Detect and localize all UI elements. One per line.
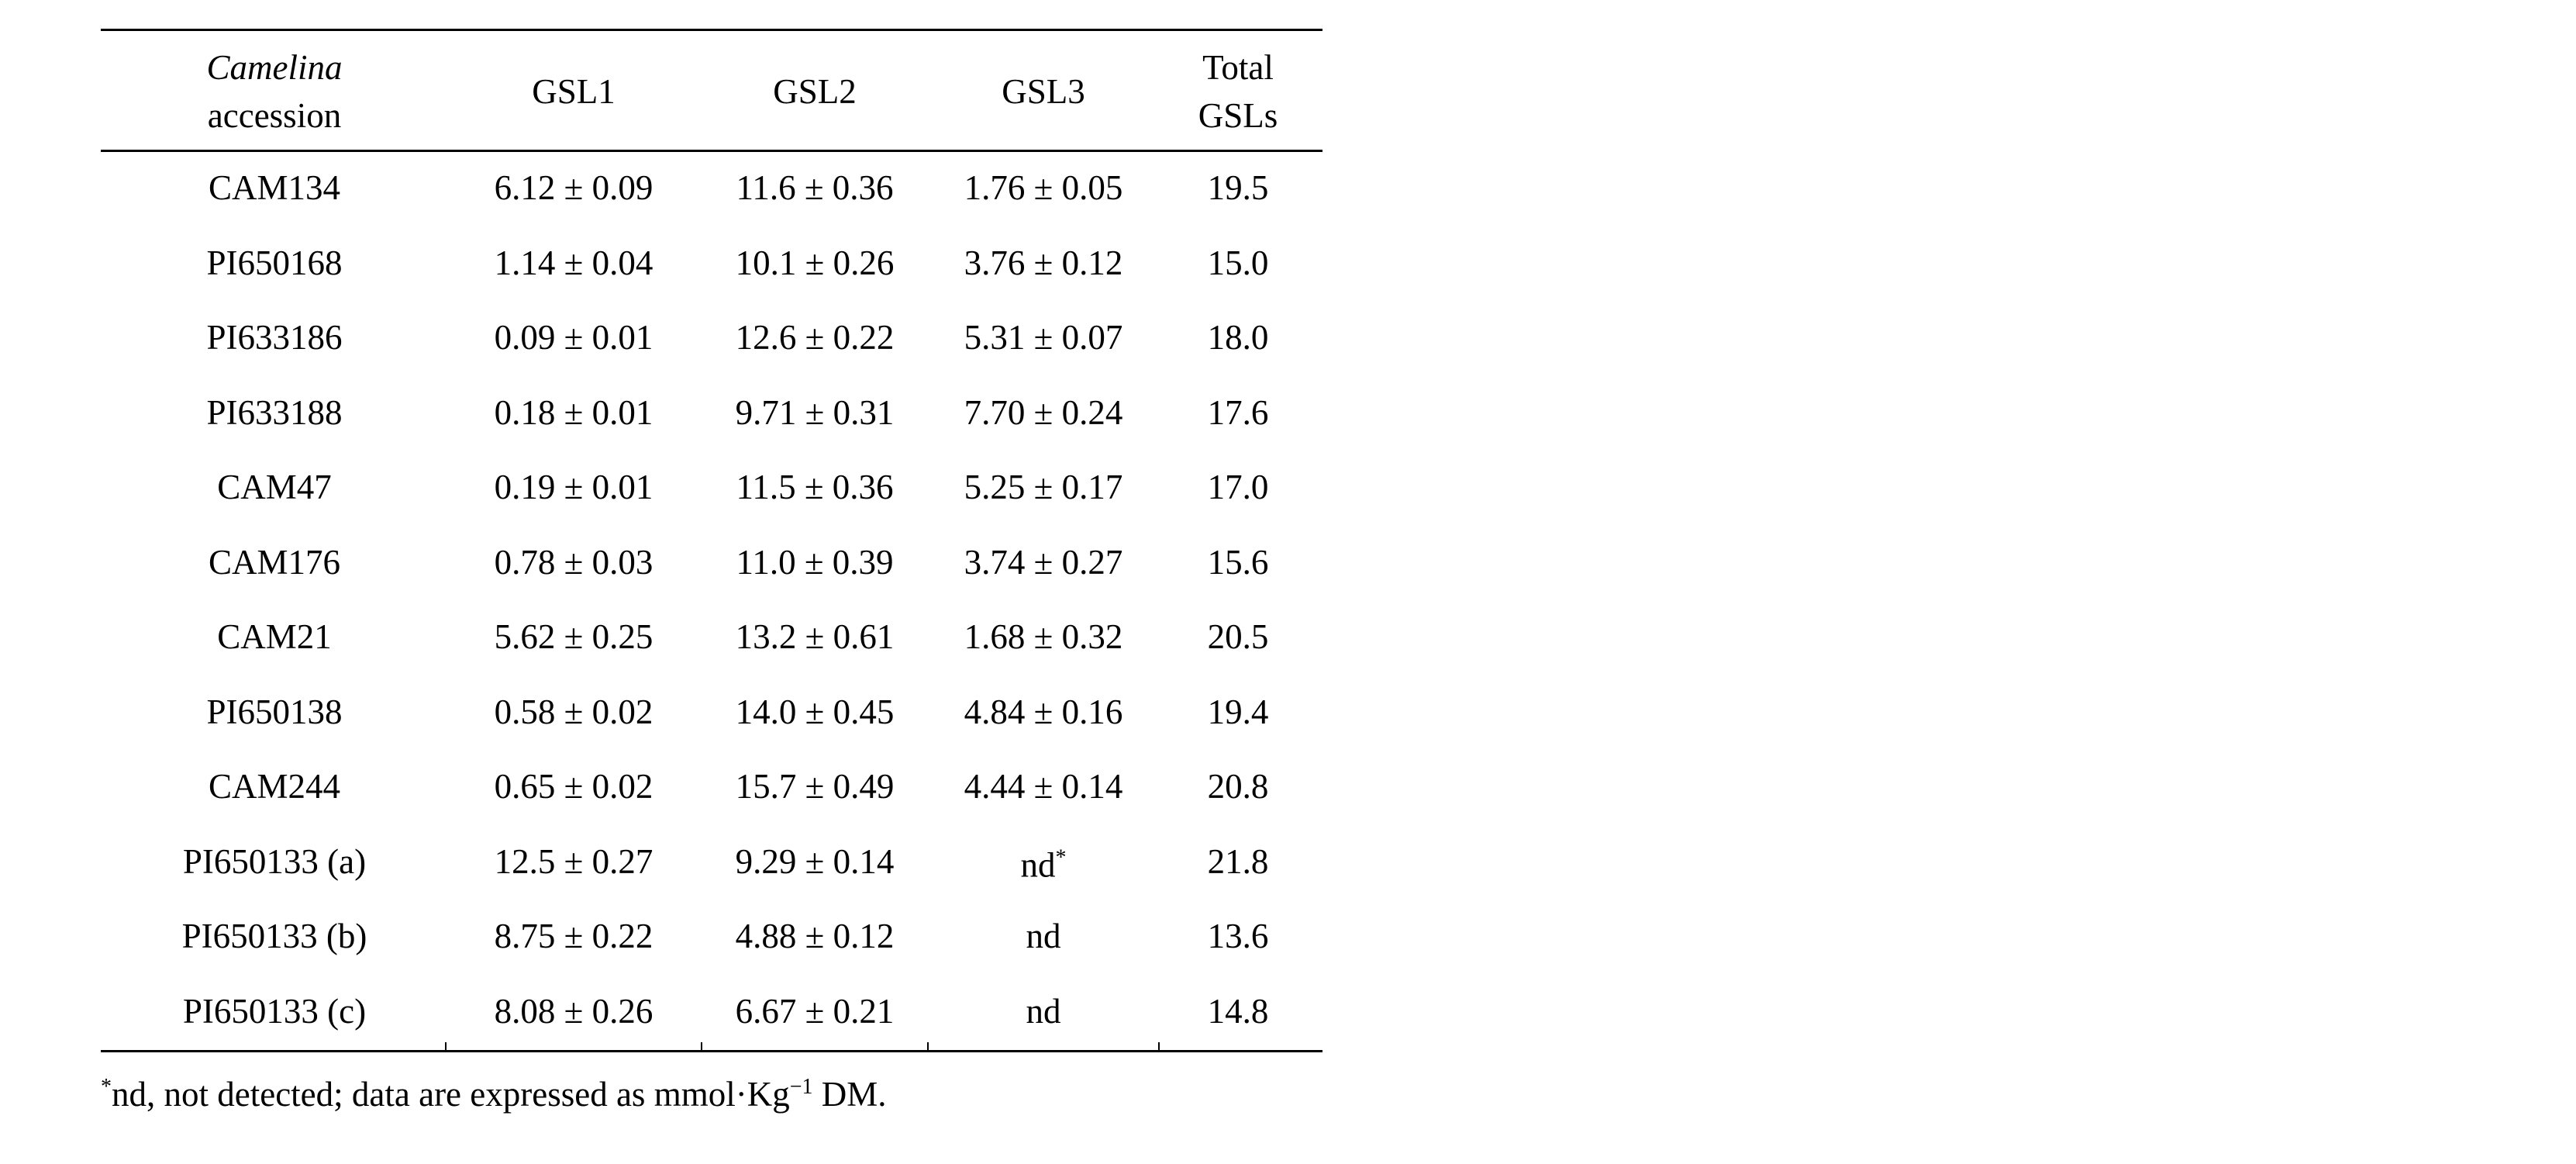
col-tick [445,1042,447,1052]
cell: 5.25 ± 0.17 [964,468,1123,506]
cell: 3.74 ± 0.27 [964,542,1123,582]
cell: 14.0 ± 0.45 [735,692,895,731]
cell: PI650138 [206,692,343,731]
cell-text: nd [1020,845,1056,884]
cell: 17.6 [1207,392,1269,432]
cell: 13.6 [1207,917,1269,955]
cell: 15.6 [1207,542,1269,582]
cell: 4.44 ± 0.14 [964,767,1123,806]
cell: 0.78 ± 0.03 [494,542,653,582]
cell-mark: * [1055,845,1067,869]
cell: 13.2 ± 0.61 [735,617,895,656]
cell: CAM176 [208,542,341,582]
cell: 8.08 ± 0.26 [494,991,653,1031]
col-tick [701,1042,702,1052]
header-cell: Total GSLs [1198,43,1278,140]
cell: 9.71 ± 0.31 [735,392,895,432]
header-cell: GSL1 [532,67,616,116]
cell: 19.4 [1207,692,1269,731]
header-line: GSLs [1198,96,1278,135]
cell: 3.76 ± 0.12 [964,243,1123,282]
cell: PI650168 [206,243,343,282]
cell: 5.62 ± 0.25 [494,617,653,656]
cell: 20.8 [1207,767,1269,806]
cell: 0.65 ± 0.02 [494,767,653,806]
cell: nd [1026,991,1061,1031]
cell: PI650133 (c) [182,991,367,1031]
cell: 19.5 [1207,168,1269,207]
cell: 12.6 ± 0.22 [735,318,895,357]
header-cell: Camelina accession [207,43,343,140]
cell: 0.09 ± 0.01 [494,318,653,357]
col-tick [927,1042,929,1052]
cell: 11.6 ± 0.36 [736,168,894,207]
footnote-end: DM. [812,1075,887,1114]
cell: 11.0 ± 0.39 [736,542,894,582]
cell: CAM47 [217,468,332,506]
header-line: GSL2 [773,72,857,111]
cell: 18.0 [1207,318,1269,357]
cell: 14.8 [1207,991,1269,1031]
cell: nd [1026,917,1061,955]
cell: 17.0 [1207,468,1269,506]
cell: 15.7 ± 0.49 [735,767,895,806]
cell: 15.0 [1207,243,1269,282]
col-tick [1158,1042,1160,1052]
header-cell: GSL2 [773,67,857,116]
rule-bottom [101,1050,1322,1052]
cell: 6.67 ± 0.21 [735,991,895,1031]
header-line: accession [207,96,342,135]
cell: CAM244 [208,767,341,806]
header-line: Total [1202,48,1274,87]
cell: PI650133 (a) [182,841,367,881]
cell: CAM134 [208,168,341,207]
cell: 4.88 ± 0.12 [735,917,895,955]
cell: 0.58 ± 0.02 [494,692,653,731]
header-line: GSL3 [1002,72,1085,111]
cell: 1.14 ± 0.04 [494,243,653,282]
footnote: *nd, not detected; data are expressed as… [101,1074,887,1114]
cell: PI650133 (b) [181,917,367,955]
cell: nd* [1021,834,1067,889]
cell: PI633188 [206,392,343,432]
header-line: Camelina [206,48,343,87]
footnote-mark: * [101,1075,112,1099]
cell: 12.5 ± 0.27 [494,841,653,881]
cell: 20.5 [1207,617,1269,656]
cell: 4.84 ± 0.16 [964,692,1123,731]
cell: 9.29 ± 0.14 [735,841,895,881]
cell: 0.19 ± 0.01 [494,468,653,506]
footnote-text: nd, not detected; data are expressed as … [112,1075,790,1114]
cell: 5.31 ± 0.07 [964,318,1123,357]
header-cell: GSL3 [1002,67,1085,116]
cell: 7.70 ± 0.24 [964,392,1123,432]
cell: 10.1 ± 0.26 [735,243,895,282]
cell: 21.8 [1207,841,1269,881]
rule-top [101,29,1322,31]
cell: 1.68 ± 0.32 [964,617,1123,656]
rule-header [101,150,1322,152]
cell: 11.5 ± 0.36 [736,468,894,506]
cell: 1.76 ± 0.05 [964,168,1123,207]
cell: CAM21 [217,617,332,656]
footnote-sup: −1 [789,1075,813,1099]
cell: 6.12 ± 0.09 [494,168,653,207]
cell: 0.18 ± 0.01 [494,392,653,432]
header-line: GSL1 [532,72,616,111]
cell: PI633186 [206,318,343,357]
cell: 8.75 ± 0.22 [494,917,653,955]
